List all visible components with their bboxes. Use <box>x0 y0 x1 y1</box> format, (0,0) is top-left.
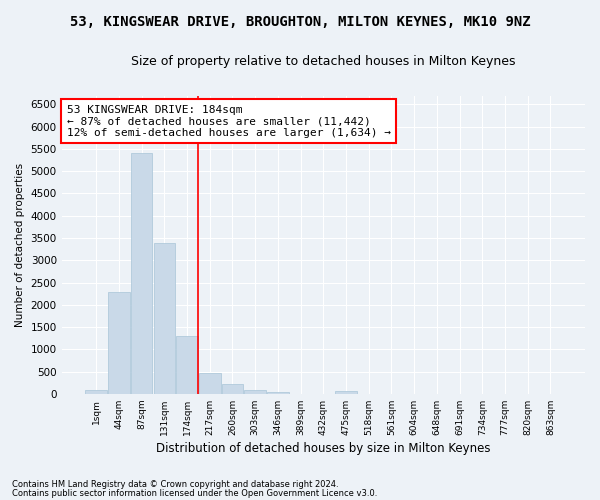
Title: Size of property relative to detached houses in Milton Keynes: Size of property relative to detached ho… <box>131 55 515 68</box>
Bar <box>222 384 243 394</box>
Bar <box>267 392 289 394</box>
Text: 53 KINGSWEAR DRIVE: 184sqm
← 87% of detached houses are smaller (11,442)
12% of : 53 KINGSWEAR DRIVE: 184sqm ← 87% of deta… <box>67 104 391 138</box>
Bar <box>199 373 221 394</box>
Bar <box>335 392 357 394</box>
Text: 53, KINGSWEAR DRIVE, BROUGHTON, MILTON KEYNES, MK10 9NZ: 53, KINGSWEAR DRIVE, BROUGHTON, MILTON K… <box>70 15 530 29</box>
Bar <box>244 390 266 394</box>
Bar <box>131 152 152 394</box>
Text: Contains public sector information licensed under the Open Government Licence v3: Contains public sector information licen… <box>12 488 377 498</box>
Bar <box>108 292 130 394</box>
Bar <box>154 244 175 394</box>
Bar <box>176 336 198 394</box>
X-axis label: Distribution of detached houses by size in Milton Keynes: Distribution of detached houses by size … <box>156 442 491 455</box>
Text: Contains HM Land Registry data © Crown copyright and database right 2024.: Contains HM Land Registry data © Crown c… <box>12 480 338 489</box>
Y-axis label: Number of detached properties: Number of detached properties <box>15 162 25 327</box>
Bar <box>85 390 107 394</box>
